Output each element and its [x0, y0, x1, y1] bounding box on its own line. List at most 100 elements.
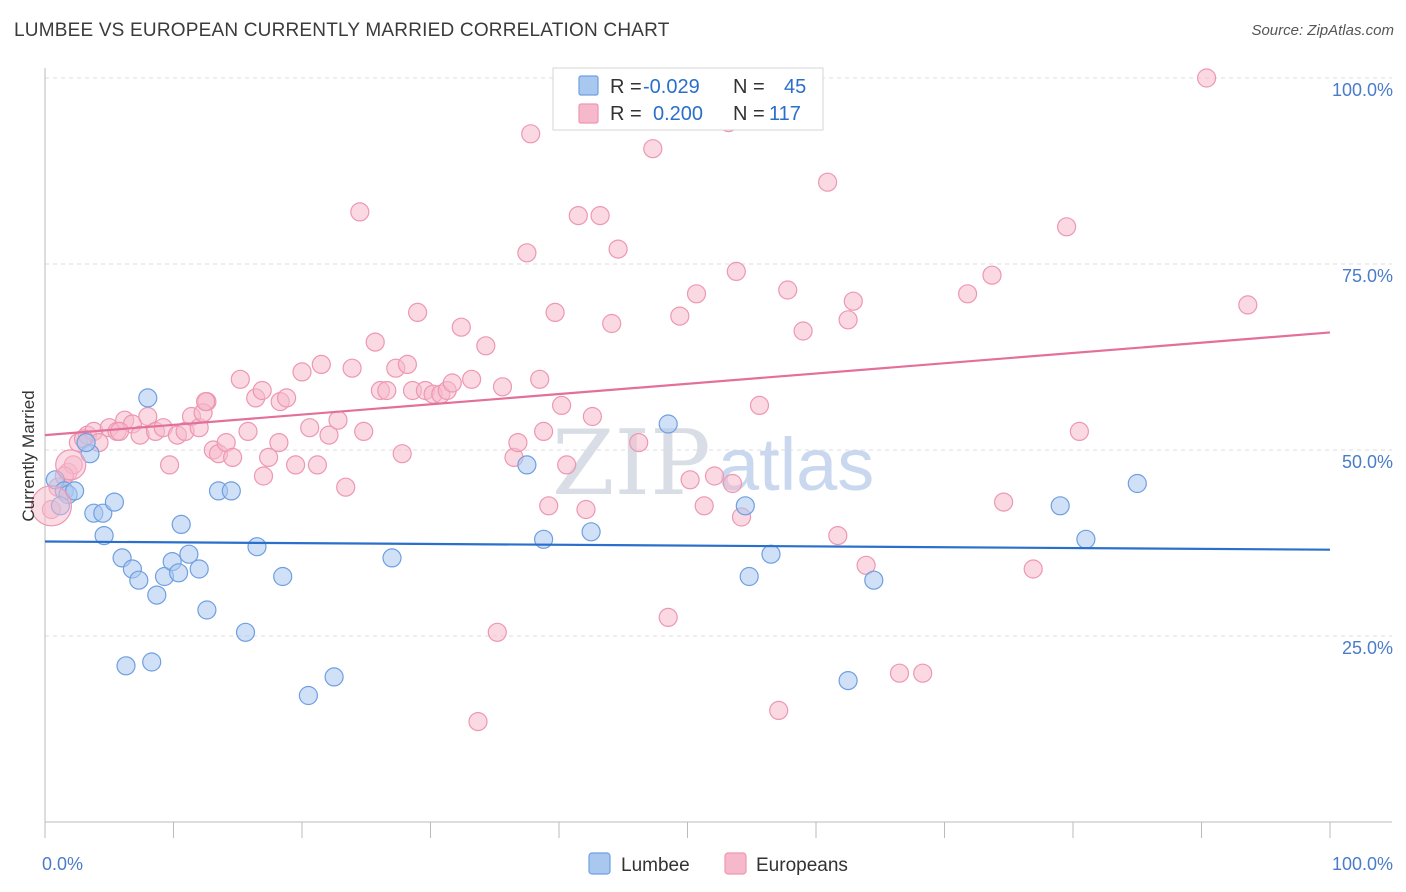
europeans-point-60 [462, 369, 482, 389]
lumbee-point-28 [298, 685, 318, 706]
lumbee-point-24 [221, 481, 241, 501]
lumbee-point-31 [517, 455, 537, 475]
lumbee-point-38 [838, 670, 858, 691]
lumbee-point-25 [235, 622, 256, 642]
europeans-point-103 [957, 284, 978, 304]
lumbee-point-26 [247, 537, 267, 557]
lumbee-n-label: N = [733, 76, 765, 98]
europeans-point-63 [492, 377, 513, 397]
x-tick-label-1: 100.0% [1332, 854, 1393, 874]
trend-lines [44, 331, 1331, 551]
europeans-point-110 [1238, 295, 1258, 315]
europeans-point-84 [680, 470, 700, 490]
lumbee-point-33 [581, 522, 601, 542]
europeans-n-label: N = [733, 103, 765, 125]
europeans-point-67 [521, 124, 541, 144]
europeans-point-50 [392, 444, 412, 464]
lumbee-point-37 [761, 544, 781, 564]
europeans-point-26 [223, 447, 243, 467]
europeans-point-43 [342, 358, 362, 378]
europeans-point-53 [408, 302, 428, 322]
legend-swatch-lumbee [588, 852, 611, 875]
x-tick-label-0: 0.0% [42, 854, 83, 874]
europeans-point-98 [838, 310, 858, 330]
lumbee-point-7 [94, 525, 114, 546]
europeans-point-79 [608, 239, 628, 259]
europeans-point-87 [704, 466, 725, 486]
europeans-trend-line [44, 331, 1331, 437]
europeans-point-82 [658, 607, 678, 628]
europeans-point-73 [557, 455, 577, 475]
lumbee-point-12 [129, 570, 149, 590]
europeans-point-69 [533, 421, 554, 441]
lumbee-point-36 [739, 566, 759, 587]
europeans-point-112 [109, 421, 130, 441]
europeans-point-44 [350, 202, 370, 222]
europeans-point-89 [722, 473, 743, 494]
legend-label-lumbee: Lumbee [621, 855, 690, 876]
europeans-cluster-point-1 [55, 449, 87, 481]
europeans-point-66 [517, 243, 537, 263]
europeans-point-113 [196, 392, 216, 412]
lumbee-point-22 [197, 600, 217, 620]
europeans-point-76 [582, 406, 603, 427]
europeans-point-42 [336, 477, 356, 497]
lumbee-point-8 [104, 492, 125, 512]
lumbee-r-value: -0.029 [643, 76, 700, 98]
europeans-point-92 [749, 395, 770, 415]
europeans-point-93 [769, 700, 789, 721]
europeans-point-80 [629, 433, 649, 453]
lumbee-trend-line [44, 540, 1331, 551]
lumbee-point-29 [324, 667, 344, 687]
europeans-n-value: 117 [769, 103, 801, 125]
europeans-point-105 [993, 492, 1014, 512]
legend-swatch-europeans [724, 852, 747, 875]
europeans-point-95 [793, 321, 813, 341]
europeans-point-46 [365, 332, 385, 352]
europeans-point-70 [539, 496, 559, 516]
europeans-point-61 [476, 336, 496, 356]
lumbee-point-27 [273, 566, 293, 587]
europeans-point-41 [328, 410, 348, 430]
europeans-r-value: 0.200 [653, 103, 703, 125]
europeans-point-106 [1023, 559, 1043, 579]
europeans-point-38 [307, 455, 327, 475]
europeans-swatch [578, 103, 599, 124]
europeans-point-107 [1056, 217, 1077, 237]
europeans-point-31 [259, 447, 279, 467]
europeans-point-58 [442, 373, 462, 393]
y-tick-label-1: 50.0% [1342, 452, 1393, 472]
europeans-point-75 [576, 499, 596, 520]
europeans-point-108 [1069, 421, 1090, 441]
europeans-point-68 [530, 369, 550, 389]
y-tick-label-0: 25.0% [1342, 638, 1393, 658]
europeans-point-104 [982, 265, 1002, 285]
lumbee-point-10 [116, 656, 136, 676]
lumbee-point-13 [138, 388, 158, 408]
chart-title: LUMBEE VS EUROPEAN CURRENTLY MARRIED COR… [14, 20, 670, 41]
europeans-point-48 [377, 380, 397, 401]
europeans-point-28 [238, 421, 258, 441]
europeans-point-45 [354, 421, 374, 441]
europeans-point-101 [889, 663, 910, 683]
europeans-point-32 [269, 433, 289, 453]
europeans-point-85 [686, 284, 707, 304]
europeans-point-111 [468, 711, 488, 732]
source-label: Source: ZipAtlas.com [1251, 22, 1394, 39]
lumbee-point-35 [735, 496, 755, 516]
europeans-point-36 [292, 362, 312, 382]
europeans-point-74 [568, 206, 588, 226]
europeans-point-65 [508, 433, 528, 453]
lumbee-point-15 [147, 585, 167, 605]
europeans-point-59 [451, 317, 471, 337]
lumbee-point-42 [1127, 473, 1147, 494]
europeans-point-39 [311, 354, 331, 374]
lumbee-point-40 [1050, 496, 1070, 516]
lumbee-point-20 [179, 544, 199, 564]
lumbee-point-19 [171, 514, 191, 535]
europeans-point-90 [726, 261, 746, 281]
europeans-point-40 [319, 425, 339, 445]
y-tick-label-3: 100.0% [1332, 80, 1393, 100]
europeans-point-62 [487, 622, 507, 642]
